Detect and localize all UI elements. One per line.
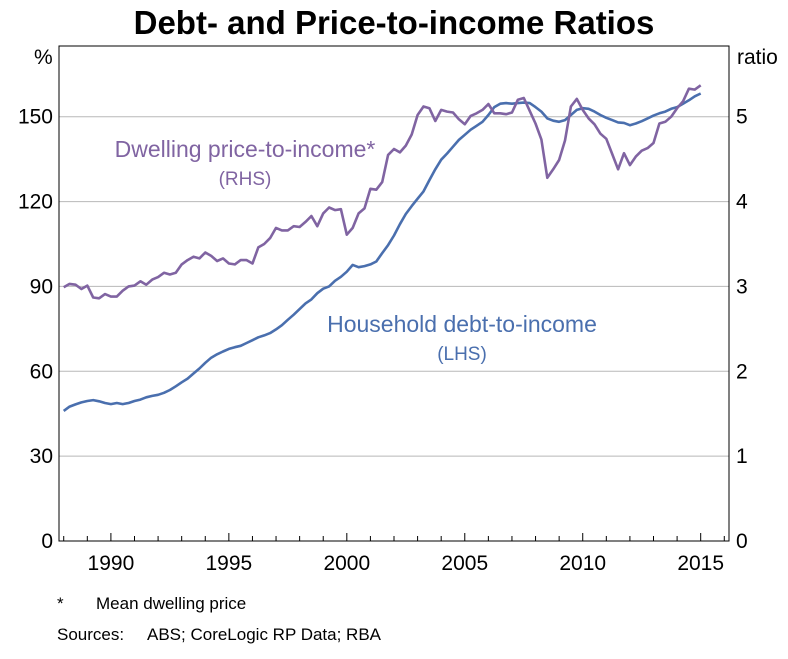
left-tick-label: 120 bbox=[18, 191, 53, 214]
left-tick-label: 150 bbox=[18, 106, 53, 129]
left-tick-label: 60 bbox=[30, 360, 53, 383]
x-tick-label: 2000 bbox=[323, 552, 370, 575]
x-tick-label: 2010 bbox=[559, 552, 606, 575]
left-axis: 0 30 60 90 120 150 bbox=[18, 106, 53, 553]
gridlines bbox=[59, 116, 729, 457]
footnote-marker: * bbox=[57, 594, 64, 613]
sources-label: Sources: bbox=[57, 625, 124, 644]
right-axis-unit: ratio bbox=[737, 46, 778, 69]
series-label-dwelling-price: Dwelling price-to-income* bbox=[115, 136, 376, 162]
right-tick-label: 3 bbox=[736, 275, 748, 298]
series-sublabel-dwelling-price: (RHS) bbox=[219, 169, 272, 190]
x-axis: 1990 1995 2000 2005 2010 2015 bbox=[63, 533, 725, 575]
chart-title: Debt- and Price-to-income Ratios bbox=[134, 4, 655, 41]
right-tick-label: 2 bbox=[736, 360, 748, 383]
series-line-household-debt bbox=[62, 92, 702, 412]
right-tick-label: 1 bbox=[736, 445, 748, 468]
x-tick-label: 1995 bbox=[205, 552, 252, 575]
series-line-dwelling-price bbox=[63, 84, 702, 300]
right-tick-label: 0 bbox=[736, 530, 748, 553]
sources-text: ABS; CoreLogic RP Data; RBA bbox=[147, 625, 382, 644]
right-axis: 0 1 2 3 4 5 bbox=[736, 106, 748, 553]
footnote-text: Mean dwelling price bbox=[96, 594, 246, 613]
right-tick-label: 4 bbox=[736, 191, 748, 214]
x-tick-label: 2015 bbox=[677, 552, 724, 575]
x-tick-label: 2005 bbox=[441, 552, 488, 575]
left-tick-label: 90 bbox=[30, 275, 53, 298]
series-sublabel-household-debt: (LHS) bbox=[437, 344, 487, 365]
right-tick-label: 5 bbox=[736, 106, 748, 129]
left-tick-label: 30 bbox=[30, 445, 53, 468]
x-tick-label: 1990 bbox=[88, 552, 135, 575]
plot-frame bbox=[58, 45, 730, 542]
left-axis-unit: % bbox=[34, 46, 53, 69]
left-tick-label: 0 bbox=[41, 530, 53, 553]
series-label-household-debt: Household debt-to-income bbox=[327, 311, 597, 337]
